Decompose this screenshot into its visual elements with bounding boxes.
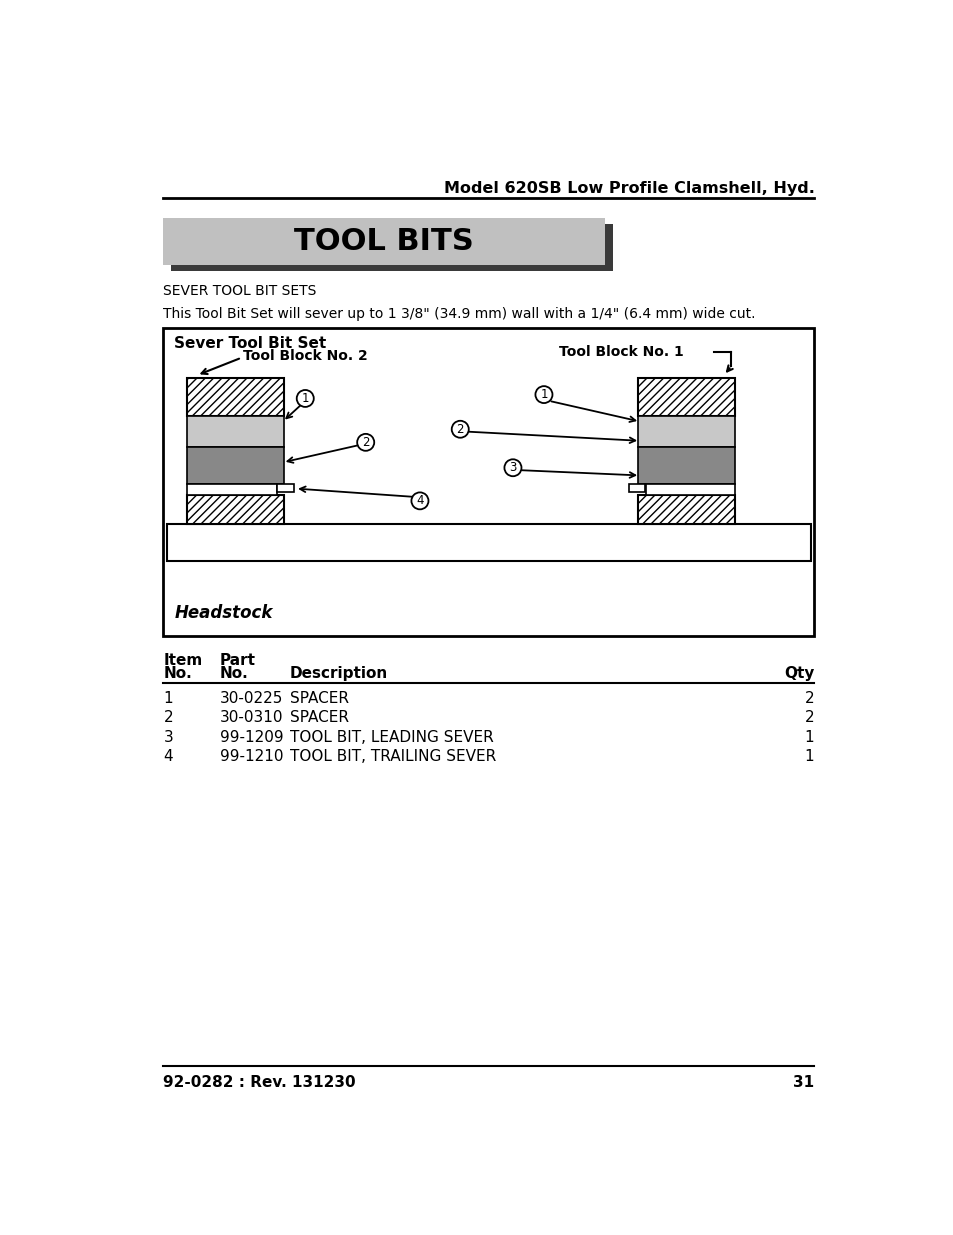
Text: 2: 2 xyxy=(804,710,814,725)
Bar xyxy=(638,416,735,447)
Text: 30-0225: 30-0225 xyxy=(220,692,283,706)
Text: 1: 1 xyxy=(804,730,814,745)
Text: No.: No. xyxy=(163,666,192,680)
Text: Item: Item xyxy=(163,653,202,668)
Bar xyxy=(187,495,284,524)
Bar xyxy=(638,378,735,416)
Bar xyxy=(638,495,735,524)
Text: Model 620SB Low Profile Clamshell, Hyd.: Model 620SB Low Profile Clamshell, Hyd. xyxy=(443,180,814,195)
Text: 99-1209: 99-1209 xyxy=(220,730,283,745)
Bar xyxy=(187,416,284,447)
Text: 4: 4 xyxy=(416,494,423,508)
Text: 1: 1 xyxy=(539,388,547,401)
Text: 99-1210: 99-1210 xyxy=(220,748,283,764)
Text: 1: 1 xyxy=(301,391,309,405)
Text: Tool Block No. 2: Tool Block No. 2 xyxy=(243,350,368,363)
Bar xyxy=(167,524,810,561)
Text: Headstock: Headstock xyxy=(174,604,273,621)
Bar xyxy=(187,378,284,416)
Bar xyxy=(171,224,612,272)
Text: Description: Description xyxy=(290,666,388,680)
Circle shape xyxy=(452,421,468,437)
Bar xyxy=(276,484,294,492)
Text: 2: 2 xyxy=(361,436,369,448)
Bar xyxy=(167,524,810,561)
Text: This Tool Bit Set will sever up to 1 3/8" (34.9 mm) wall with a 1/4" (6.4 mm) wi: This Tool Bit Set will sever up to 1 3/8… xyxy=(163,306,755,321)
Text: 30-0310: 30-0310 xyxy=(220,710,283,725)
Text: 31: 31 xyxy=(793,1074,814,1089)
Bar xyxy=(163,217,604,266)
Text: SPACER: SPACER xyxy=(290,692,349,706)
Text: SPACER: SPACER xyxy=(290,710,349,725)
Text: 2: 2 xyxy=(163,710,172,725)
Text: Tool Block No. 1: Tool Block No. 1 xyxy=(558,346,683,359)
Bar xyxy=(645,484,735,495)
Bar xyxy=(638,447,735,484)
Text: SEVER TOOL BIT SETS: SEVER TOOL BIT SETS xyxy=(163,284,316,298)
Text: 92-0282 : Rev. 131230: 92-0282 : Rev. 131230 xyxy=(163,1074,355,1089)
Text: 1: 1 xyxy=(163,692,172,706)
Bar xyxy=(187,447,284,484)
Text: 2: 2 xyxy=(804,692,814,706)
Text: 2: 2 xyxy=(456,422,463,436)
Text: Sever Tool Bit Set: Sever Tool Bit Set xyxy=(174,336,326,351)
Text: TOOL BITS: TOOL BITS xyxy=(294,227,474,256)
Text: 1: 1 xyxy=(804,748,814,764)
Bar xyxy=(163,327,814,636)
Text: 3: 3 xyxy=(163,730,173,745)
Text: Qty: Qty xyxy=(783,666,814,680)
Circle shape xyxy=(356,433,374,451)
Text: Part: Part xyxy=(220,653,255,668)
Text: TOOL BIT, TRAILING SEVER: TOOL BIT, TRAILING SEVER xyxy=(290,748,496,764)
Circle shape xyxy=(535,387,552,403)
Text: TOOL BIT, LEADING SEVER: TOOL BIT, LEADING SEVER xyxy=(290,730,493,745)
Bar xyxy=(629,484,644,492)
Circle shape xyxy=(296,390,314,406)
Text: No.: No. xyxy=(220,666,249,680)
Bar xyxy=(187,484,276,495)
Circle shape xyxy=(411,493,428,509)
Circle shape xyxy=(504,459,521,477)
Text: 4: 4 xyxy=(163,748,172,764)
Text: 3: 3 xyxy=(509,461,517,474)
